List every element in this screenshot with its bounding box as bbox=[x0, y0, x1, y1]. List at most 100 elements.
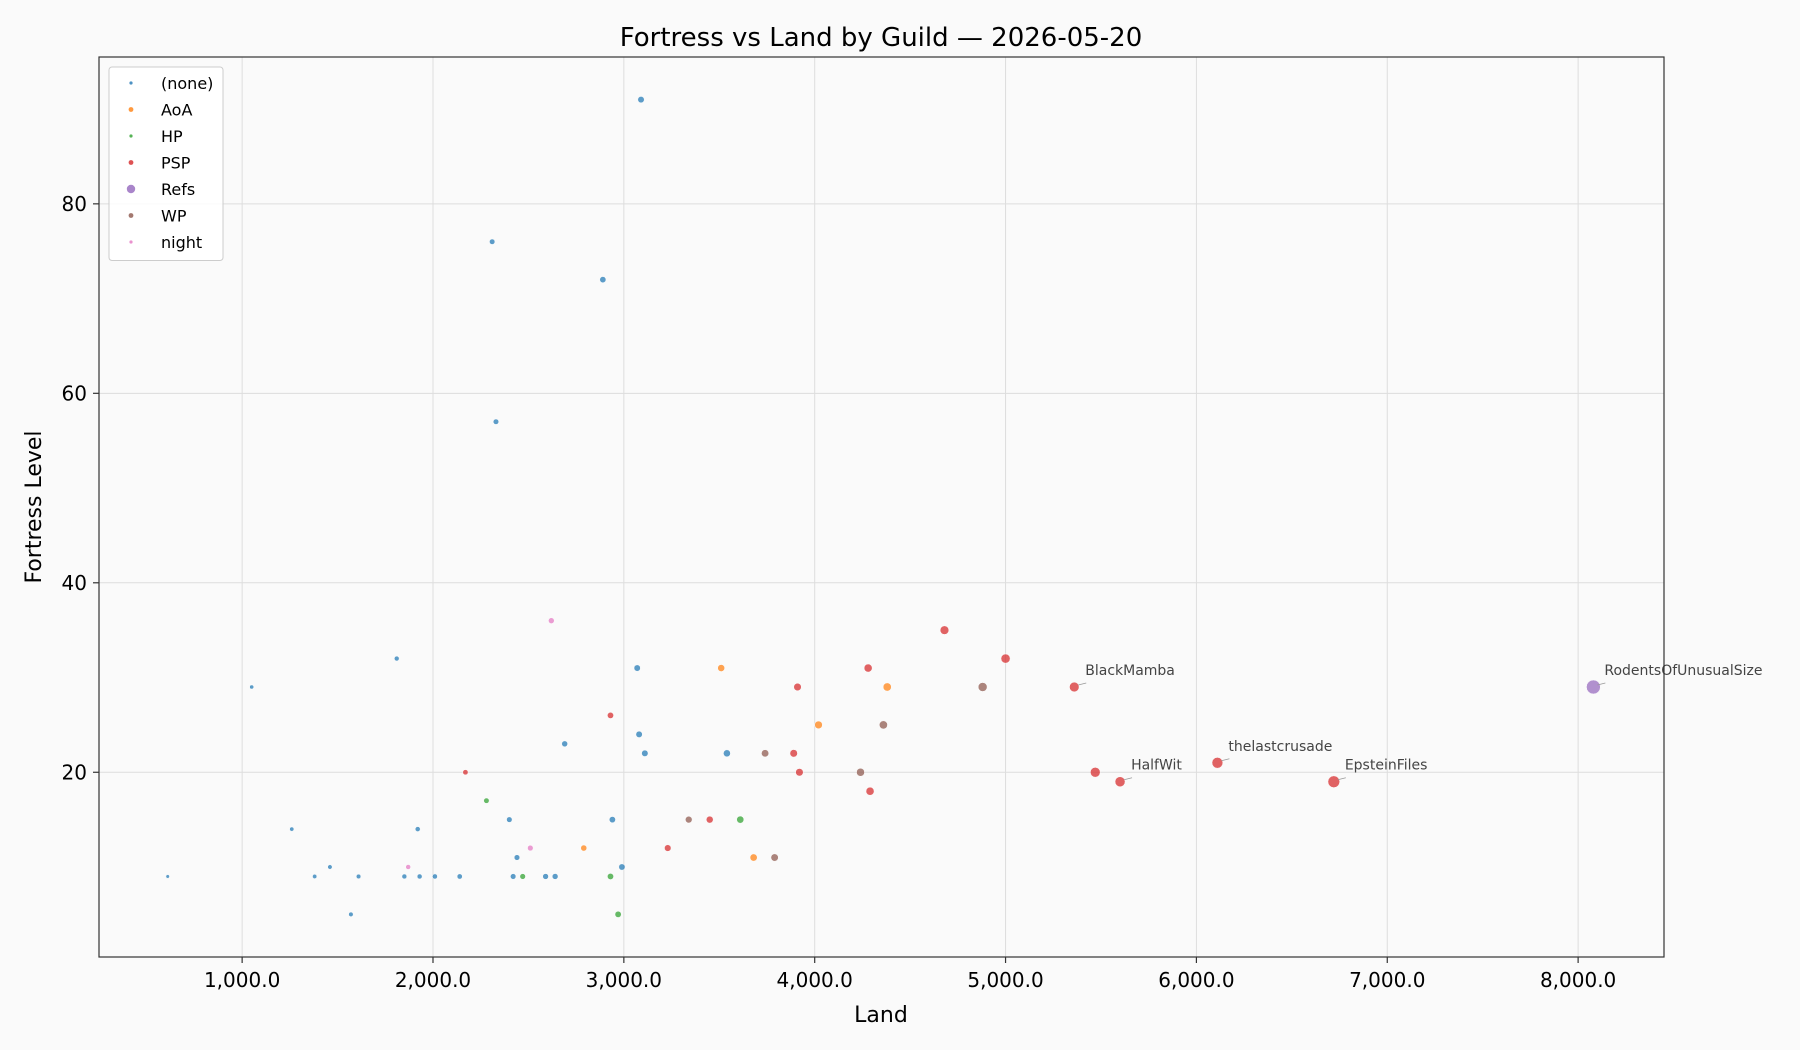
data-point-none bbox=[394, 655, 400, 662]
data-point-refs bbox=[1586, 679, 1601, 695]
data-point-none bbox=[401, 873, 408, 880]
data-point-night bbox=[527, 844, 534, 852]
data-point-wp bbox=[977, 682, 988, 692]
data-point-wp bbox=[770, 853, 779, 862]
y-tick-label: 20 bbox=[62, 760, 87, 784]
point-annotation: EpsteinFiles bbox=[1345, 758, 1428, 774]
legend-marker bbox=[128, 160, 134, 165]
grid bbox=[99, 57, 1664, 957]
data-point-none bbox=[618, 863, 626, 871]
point-annotation: HalfWit bbox=[1131, 758, 1182, 774]
data-point-psp bbox=[1327, 775, 1340, 788]
x-tick-label: 4,000.0 bbox=[777, 968, 853, 992]
y-tick-label: 80 bbox=[62, 192, 87, 216]
legend-label: Refs bbox=[161, 180, 195, 199]
data-point-none bbox=[599, 276, 607, 283]
annotation-leader bbox=[1221, 758, 1230, 762]
annotation-leader bbox=[1597, 682, 1606, 686]
legend-box bbox=[108, 66, 224, 261]
data-point-none bbox=[312, 874, 318, 879]
data-point-psp bbox=[939, 625, 950, 635]
point-annotation: thelastcrusade bbox=[1228, 739, 1332, 755]
data-point-none bbox=[289, 826, 295, 832]
data-point-psp bbox=[793, 682, 802, 692]
y-tick-label: 60 bbox=[62, 381, 87, 405]
legend: (none) AoA HP PSP Refs WP night bbox=[108, 66, 224, 261]
data-point-aoa bbox=[814, 720, 823, 730]
data-point-psp bbox=[462, 769, 469, 776]
legend-marker bbox=[129, 81, 133, 85]
data-point-none bbox=[506, 816, 513, 823]
data-point-wp bbox=[856, 767, 865, 777]
data-point-aoa bbox=[882, 682, 892, 692]
data-point-none bbox=[249, 684, 254, 690]
legend-label: HP bbox=[161, 127, 183, 146]
legend-label: (none) bbox=[161, 74, 213, 93]
data-point-psp bbox=[1069, 681, 1080, 693]
legend-marker bbox=[128, 213, 134, 218]
legend-marker bbox=[129, 134, 133, 138]
data-point-aoa bbox=[580, 844, 588, 852]
data-point-none bbox=[510, 873, 517, 880]
x-tick-label: 7,000.0 bbox=[1349, 968, 1425, 992]
data-point-none bbox=[551, 873, 559, 880]
data-point-psp bbox=[795, 768, 804, 777]
x-axis-title: Land bbox=[854, 1003, 908, 1028]
point-annotation: BlackMamba bbox=[1085, 663, 1175, 679]
annotations: BlackMamba HalfWit thelastcrusade EpsteinFi… bbox=[1078, 663, 1763, 781]
data-point-hp bbox=[614, 910, 622, 918]
data-point-wp bbox=[685, 815, 693, 824]
data-point-hp bbox=[519, 873, 526, 880]
legend-label: WP bbox=[161, 207, 187, 226]
data-point-none bbox=[637, 96, 645, 104]
annotation-leader bbox=[1337, 777, 1346, 781]
data-point-hp bbox=[483, 797, 490, 804]
point-annotation: RodentsOfUnusualSize bbox=[1604, 663, 1762, 679]
data-point-none bbox=[723, 749, 731, 758]
x-tick-label: 5,000.0 bbox=[967, 968, 1043, 992]
axis-ticks: 1,000.0 2,000.0 3,000.0 4,000.0 5,000.0 6,000… bbox=[62, 192, 1617, 992]
data-point-psp bbox=[1090, 767, 1101, 778]
data-point-aoa bbox=[717, 664, 725, 672]
x-tick-label: 6,000.0 bbox=[1158, 968, 1234, 992]
data-points bbox=[165, 96, 1601, 918]
data-point-psp bbox=[607, 712, 614, 719]
data-point-none bbox=[489, 238, 496, 245]
x-tick-label: 8,000.0 bbox=[1540, 968, 1616, 992]
data-point-psp bbox=[789, 749, 798, 758]
plot-area bbox=[99, 57, 1664, 957]
chart-title: Fortress vs Land by Guild — 2026-05-20 bbox=[620, 23, 1143, 53]
data-point-none bbox=[165, 874, 170, 879]
data-point-none bbox=[327, 864, 333, 870]
data-point-wp bbox=[879, 720, 888, 730]
data-point-night bbox=[405, 864, 411, 870]
data-point-psp bbox=[863, 663, 873, 673]
legend-marker bbox=[126, 184, 136, 194]
legend-label: AoA bbox=[161, 101, 192, 120]
data-point-none bbox=[416, 873, 423, 880]
data-point-aoa bbox=[749, 853, 758, 862]
data-point-none bbox=[609, 816, 616, 824]
data-point-none bbox=[635, 730, 643, 738]
data-point-psp bbox=[664, 844, 672, 852]
legend-label: night bbox=[161, 233, 202, 252]
data-point-none bbox=[513, 854, 521, 861]
x-tick-label: 2,000.0 bbox=[395, 968, 471, 992]
data-point-none bbox=[641, 749, 649, 757]
data-point-psp bbox=[1000, 653, 1011, 664]
y-tick-label: 40 bbox=[62, 571, 87, 595]
data-point-wp bbox=[761, 749, 769, 758]
data-point-none bbox=[542, 873, 549, 880]
data-point-psp bbox=[1211, 757, 1224, 769]
x-tick-label: 1,000.0 bbox=[204, 968, 280, 992]
data-point-psp bbox=[706, 815, 714, 824]
data-point-none bbox=[456, 873, 463, 880]
annotation-leader bbox=[1078, 682, 1087, 686]
legend-marker bbox=[129, 240, 133, 244]
legend-marker bbox=[128, 107, 134, 112]
data-point-hp bbox=[607, 873, 614, 880]
data-point-none bbox=[348, 911, 354, 917]
data-point-none bbox=[492, 418, 499, 425]
data-point-none bbox=[432, 873, 438, 880]
